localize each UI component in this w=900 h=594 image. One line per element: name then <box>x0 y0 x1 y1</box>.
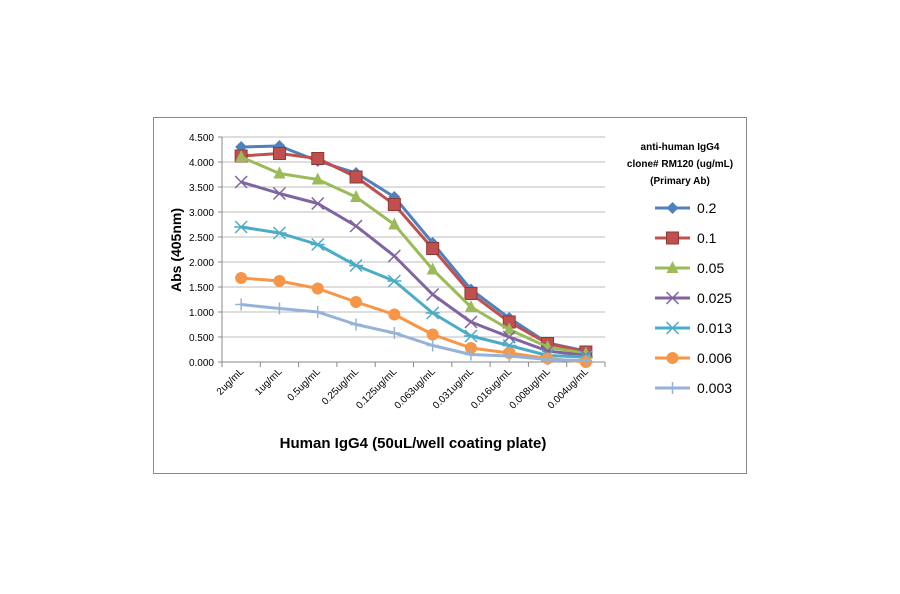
y-axis-label: Abs (405nm) <box>168 208 184 292</box>
data-point-circle <box>350 296 363 308</box>
series-line <box>241 144 587 353</box>
y-tick-label: 2.500 <box>189 233 214 244</box>
legend-entry: 0.013 <box>655 320 732 336</box>
data-point-triangle <box>273 166 286 179</box>
data-point-diamond <box>666 202 679 214</box>
x-axis-label: Human IgG4 (50uL/well coating plate) <box>280 435 547 452</box>
legend: anti-human IgG4 clone# RM120 (ug/mL) (Pr… <box>627 142 733 396</box>
data-point-triangle <box>464 300 477 312</box>
series-0.05 <box>235 150 592 359</box>
data-point-triangle <box>311 172 324 185</box>
legend-entry: 0.2 <box>655 200 717 216</box>
legend-entry: 0.05 <box>655 260 724 276</box>
series-line <box>240 303 586 362</box>
data-point-plus <box>311 306 324 318</box>
data-point-circle <box>426 328 439 341</box>
data-point-circle <box>311 282 324 295</box>
legend-entry: 0.1 <box>655 230 717 246</box>
y-tick-label: 4.000 <box>189 158 214 169</box>
data-point-circle <box>464 342 477 354</box>
data-point-x <box>349 219 363 233</box>
data-point-asterisk <box>272 226 287 240</box>
y-tick-label: 2.000 <box>189 258 214 269</box>
legend-label: 0.1 <box>697 230 717 246</box>
legend-title-line-2: clone# RM120 (ug/mL) <box>627 159 733 170</box>
y-tick-label: 1.500 <box>189 283 214 294</box>
data-point-square <box>311 152 325 165</box>
data-point-plus <box>273 302 286 315</box>
legend-entry: 0.025 <box>655 290 732 306</box>
y-tick-label: 3.500 <box>189 183 214 194</box>
legend-entry: 0.006 <box>655 350 732 366</box>
data-point-plus <box>388 327 401 339</box>
y-tick-label: 4.500 <box>189 133 214 144</box>
data-point-asterisk <box>349 258 364 273</box>
legend-title-line-3: (Primary Ab) <box>650 176 710 187</box>
y-tick-label: 3.000 <box>189 208 214 219</box>
data-point-circle <box>273 275 286 287</box>
series-line <box>240 225 586 359</box>
chart-frame <box>153 117 747 474</box>
data-point-square <box>272 147 286 160</box>
data-point-triangle <box>388 217 401 230</box>
series-0.003 <box>235 298 592 367</box>
data-point-triangle <box>235 150 248 162</box>
data-point-asterisk <box>425 306 440 320</box>
data-point-x <box>665 291 680 305</box>
series-line <box>241 152 587 354</box>
data-point-triangle <box>350 190 363 202</box>
legend-label: 0.006 <box>697 350 732 366</box>
y-tick-label: 0.500 <box>189 333 214 344</box>
data-point-x <box>426 287 440 302</box>
data-point-square <box>387 198 401 211</box>
data-point-square <box>464 287 478 300</box>
data-point-x <box>464 315 478 329</box>
data-point-asterisk <box>310 237 325 252</box>
data-point-triangle <box>426 262 439 275</box>
legend-label: 0.013 <box>697 320 732 336</box>
data-point-plus <box>503 350 516 362</box>
data-point-circle <box>235 272 248 284</box>
data-point-triangle <box>666 261 679 273</box>
data-point-asterisk <box>387 274 402 288</box>
data-point-plus <box>666 382 679 394</box>
data-point-asterisk <box>463 329 478 343</box>
series-line <box>240 155 587 355</box>
legend-label: 0.003 <box>697 380 732 396</box>
data-point-square <box>666 231 679 245</box>
data-point-square <box>426 242 440 255</box>
data-point-plus <box>426 339 439 352</box>
legend-label: 0.025 <box>697 290 732 306</box>
data-point-circle <box>666 352 679 364</box>
data-point-plus <box>350 318 363 331</box>
data-point-x <box>234 175 248 189</box>
legend-label: 0.2 <box>697 200 717 216</box>
data-point-plus <box>541 353 554 366</box>
data-point-plus <box>235 298 248 311</box>
legend-title-line-1: anti-human IgG4 <box>641 142 720 153</box>
data-point-x <box>387 249 401 263</box>
data-point-triangle <box>503 322 516 335</box>
series-line <box>240 180 587 357</box>
data-point-circle <box>388 308 401 321</box>
data-point-plus <box>579 354 592 367</box>
data-point-x <box>311 196 325 211</box>
legend-label: 0.05 <box>697 260 724 276</box>
data-point-asterisk <box>234 220 249 234</box>
series-line <box>241 276 586 364</box>
legend-entry: 0.003 <box>655 380 732 396</box>
y-tick-label: 0.000 <box>189 358 214 369</box>
y-tick-label: 1.000 <box>189 308 214 319</box>
data-point-plus <box>464 348 477 361</box>
data-point-x <box>272 186 286 201</box>
data-point-asterisk <box>665 321 680 335</box>
data-point-square <box>349 170 363 184</box>
